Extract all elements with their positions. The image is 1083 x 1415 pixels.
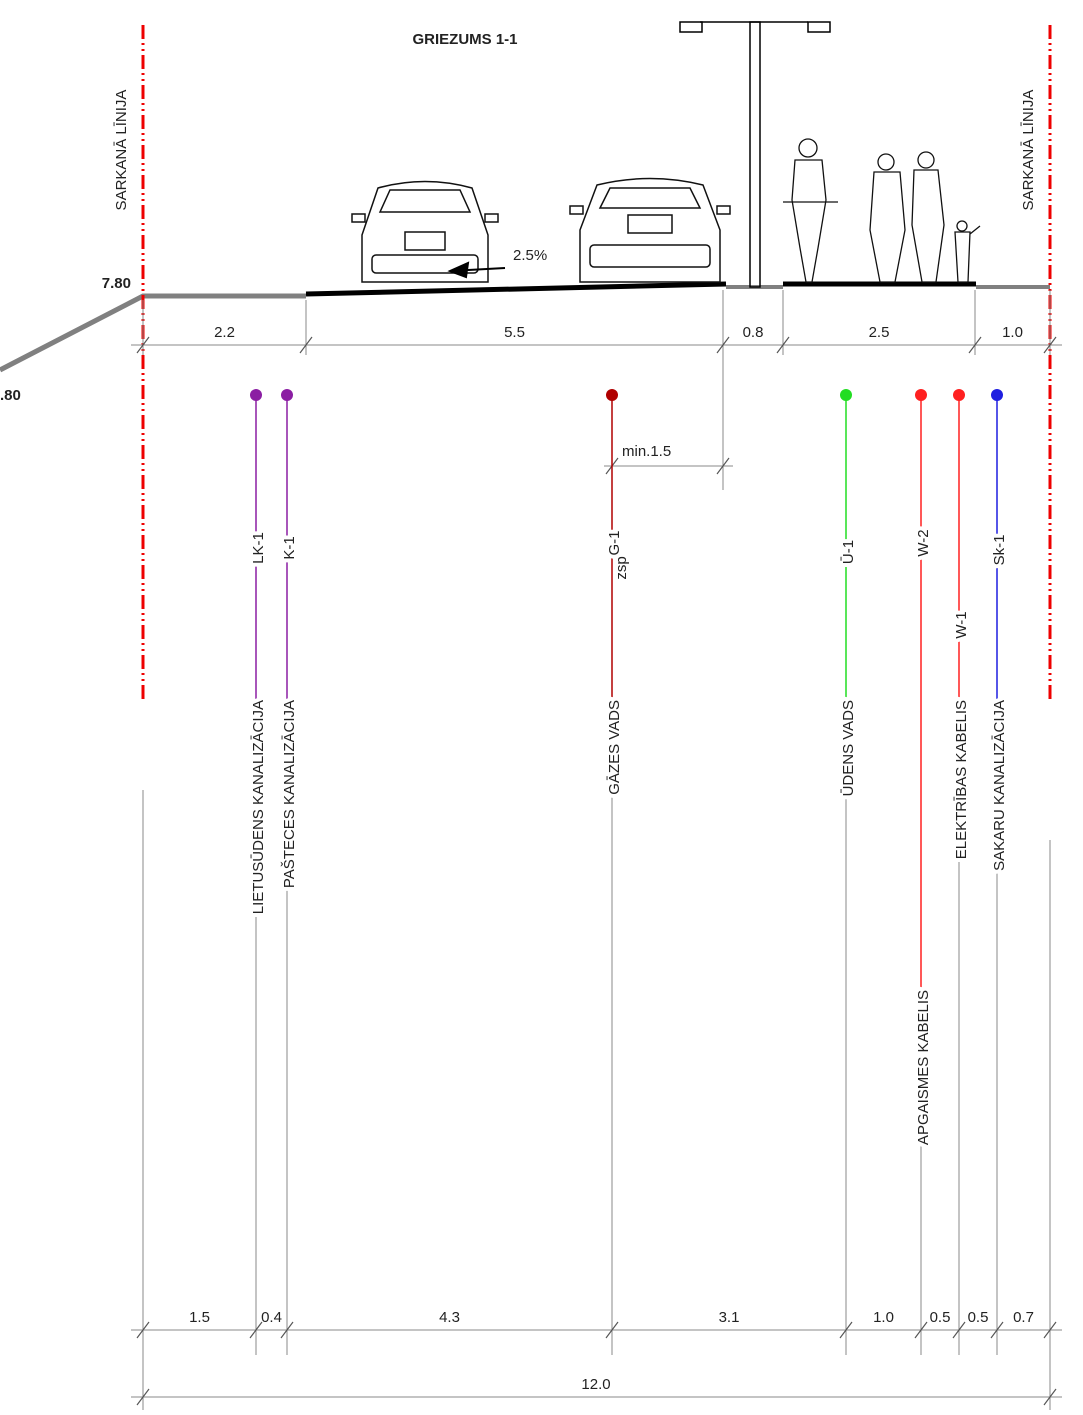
slope-arrow [447,261,506,279]
utility-dot [606,389,618,401]
red-line-label: SARKANĀ LĪNIJA [113,90,130,211]
dimension-label: 0.8 [743,324,764,341]
utility-name: PAŠTECES KANALIZĀCIJA [281,700,298,888]
dimension-tick [1043,1321,1057,1339]
utility-code: W-1 [953,611,970,638]
utility-code: Ū-1 [840,540,857,564]
dimension-tick [136,1388,150,1406]
utility-subscript: zsp [613,556,630,579]
dimension-label: 4.3 [439,1309,460,1326]
dimension-label: 0.5 [930,1309,951,1326]
dimension-label: 5.5 [504,324,525,341]
dimension-tick [990,1321,1004,1339]
utility-dot [953,389,965,401]
dimension-tick [280,1321,294,1339]
utility-name: ELEKTRĪBAS KABELIS [953,700,970,859]
utility-code: Sk-1 [991,535,1008,566]
red-line-label: SARKANĀ LĪNIJA [1020,90,1037,211]
utility-name: ŪDENS VADS [840,700,857,796]
dimension-label: 2.2 [214,324,235,341]
dimension-tick [136,1321,150,1339]
dimension-label: 3.1 [719,1309,740,1326]
dimension-extensions [142,290,1051,1410]
clearance-label: min.1.5 [622,443,671,460]
elevation: .80 [0,387,21,404]
utility-name: GĀZES VADS [606,700,623,795]
dimension-tick [299,336,313,354]
utility-code: LK-1 [250,532,267,564]
elevation: 7.80 [102,275,131,292]
utility-code: W-2 [915,529,932,556]
dimension-tick [1043,1388,1057,1406]
car-front [351,180,499,283]
road [305,281,727,297]
dimension-tick [968,336,982,354]
dimension-tick [952,1321,966,1339]
dimension-tick [136,336,150,354]
dimension-tick [839,1321,853,1339]
utility-code: K-1 [281,536,298,559]
dimension-label: 1.5 [189,1309,210,1326]
utility-code: G-1 [606,530,623,555]
dimension-label: 0.7 [1013,1309,1034,1326]
utility-dot [840,389,852,401]
dimension-label: 0.4 [261,1309,282,1326]
street-lamp [679,21,831,288]
dimension-label: 1.0 [873,1309,894,1326]
dimension-tick [249,1321,263,1339]
utility-name: LIETUSŪDENS KANALIZĀCIJA [250,700,267,914]
dimension-tick [716,457,730,475]
title: GRIEZUMS 1-1 [412,31,517,48]
dimension-tick [605,1321,619,1339]
pedestrians [783,138,981,283]
dimension-tick [716,336,730,354]
dimension-label: 1.0 [1002,324,1023,341]
utility-name: SAKARU KANALIZĀCIJA [991,700,1008,871]
utility-name: APGAISMES KABELIS [915,990,932,1145]
utility-dot [915,389,927,401]
dimension-label: 0.5 [968,1309,989,1326]
dimension-label: 2.5 [869,324,890,341]
dimension-tick [776,336,790,354]
dimension-tick [1043,336,1057,354]
car-rear [569,177,731,283]
dimension-tick [914,1321,928,1339]
utility-dot [991,389,1003,401]
utility-dot [250,389,262,401]
ground [0,293,306,373]
total-width: 12.0 [581,1376,610,1393]
slope: 2.5% [513,247,547,264]
utility-dot [281,389,293,401]
